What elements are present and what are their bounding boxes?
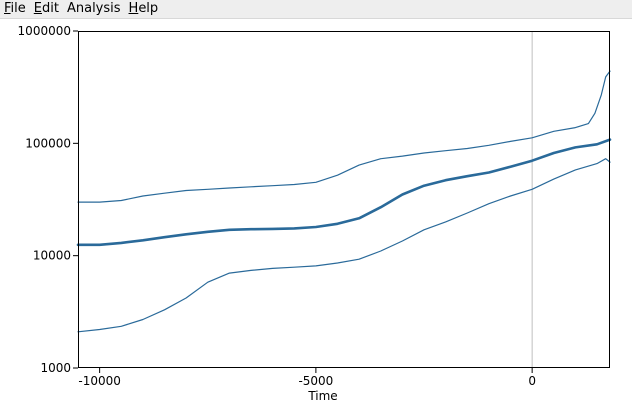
series-line-median <box>76 138 612 247</box>
plot-frame <box>78 31 610 368</box>
x-tick-label: 0 <box>528 374 536 388</box>
menu-edit-label: dit <box>42 1 59 16</box>
menu-help-mnemonic: H <box>128 1 139 16</box>
x-tick-label: -5000 <box>298 374 333 388</box>
menu-help-label: elp <box>138 1 159 16</box>
menu-bar: File Edit Analysis Help <box>0 0 632 19</box>
y-tick-label: 100000 <box>25 136 71 150</box>
menu-help[interactable]: Help <box>125 0 163 18</box>
plot-area[interactable] <box>78 31 610 368</box>
series-line-bound-0 <box>77 70 611 203</box>
y-tick-label: 1000000 <box>18 24 71 38</box>
menu-edit-mnemonic: E <box>33 1 42 16</box>
menu-edit[interactable]: Edit <box>30 0 63 18</box>
menu-analysis-label: Analysis <box>66 1 121 16</box>
chart-panel[interactable]: 1000 10000 100000 1000000 -10000 -5000 0 Time <box>0 19 632 403</box>
menu-file-mnemonic: F <box>4 1 11 16</box>
x-axis-label: Time <box>307 389 337 403</box>
menu-file[interactable]: File <box>0 0 30 18</box>
time-series-chart[interactable]: 1000 10000 100000 1000000 -10000 -5000 0 Time <box>0 19 632 403</box>
menu-file-label: ile <box>10 1 26 16</box>
y-tick-label: 10000 <box>33 249 71 263</box>
y-tick-label: 1000 <box>40 361 71 375</box>
x-tick-label: -10000 <box>78 374 121 388</box>
series-line-bound-2 <box>77 158 611 333</box>
menu-analysis[interactable]: Analysis <box>63 0 125 18</box>
